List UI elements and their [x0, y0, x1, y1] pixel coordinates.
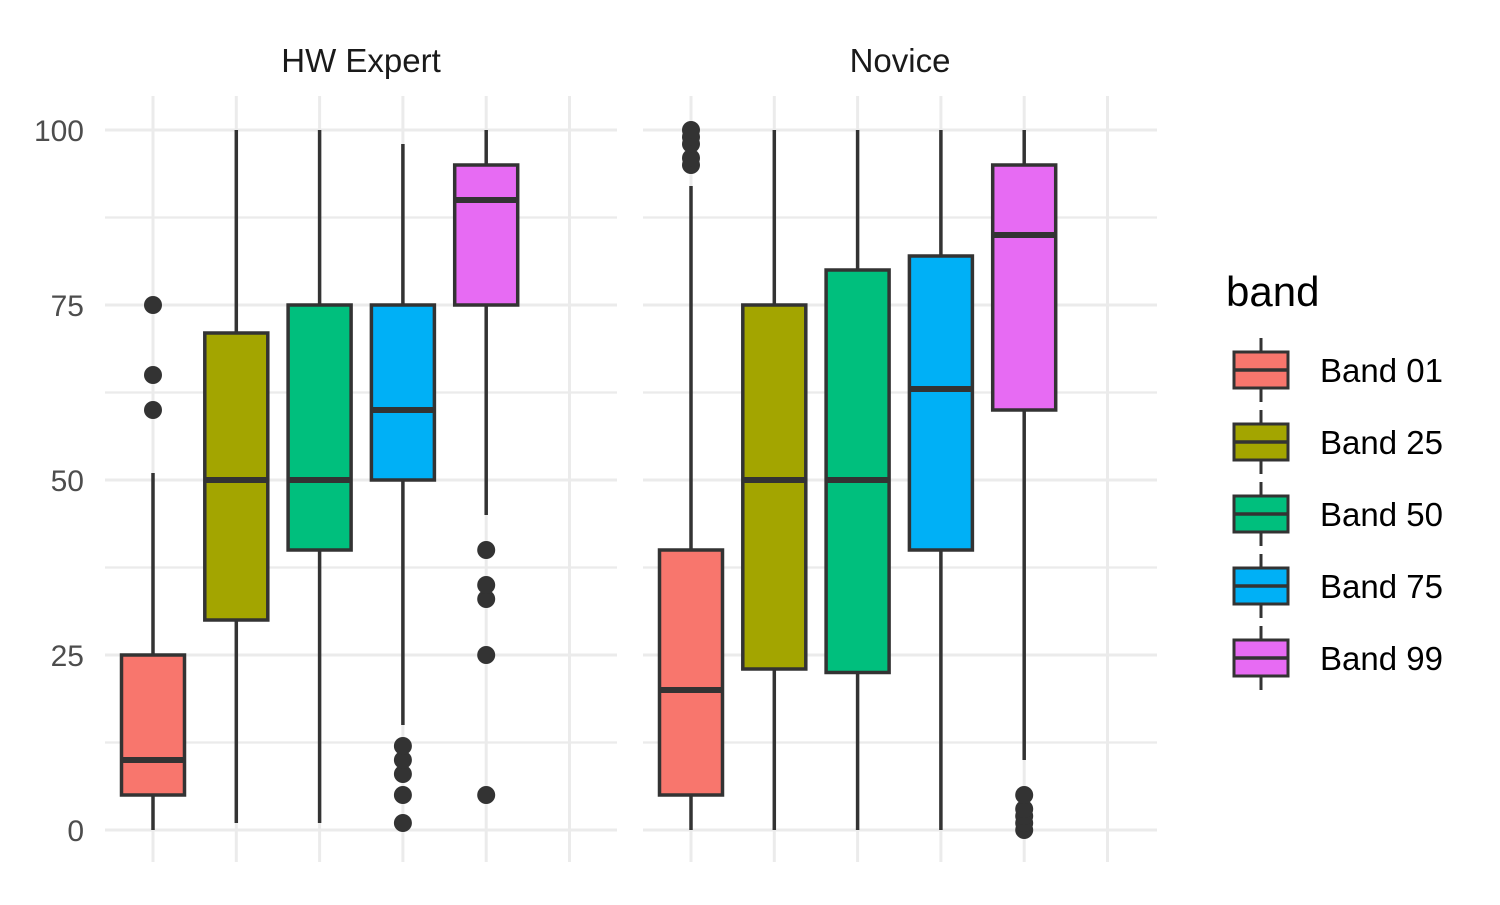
outlier-point: [393, 786, 412, 804]
legend-label: Band 99: [1320, 640, 1443, 677]
legend-item: Band 99: [1232, 626, 1443, 690]
outlier-point: [393, 737, 412, 755]
box-iqr: [741, 303, 808, 671]
outlier-point: [1015, 786, 1034, 804]
facet-strip-label: HW Expert: [281, 42, 441, 79]
y-tick-label: 75: [51, 290, 84, 323]
y-tick-label: 0: [67, 815, 84, 848]
outlier-point: [682, 121, 700, 139]
legend-label: Band 25: [1320, 424, 1443, 461]
box-band-01: [119, 296, 187, 830]
box-iqr: [286, 303, 353, 552]
outlier-point: [144, 296, 162, 314]
box-iqr: [657, 548, 725, 797]
box-band-25: [741, 130, 808, 830]
outlier-point: [393, 814, 412, 832]
box-iqr: [824, 268, 891, 675]
box-band-50: [286, 130, 353, 823]
legend-item: Band 75: [1232, 554, 1443, 618]
box-iqr: [119, 653, 187, 797]
outlier-point: [393, 751, 412, 769]
box-band-50: [824, 130, 891, 830]
legend-label: Band 75: [1320, 568, 1443, 605]
box-iqr: [907, 254, 975, 552]
box-band-25: [203, 130, 270, 823]
outlier-point: [477, 590, 496, 608]
outlier-point: [477, 576, 496, 594]
outlier-point: [477, 541, 496, 559]
facet-strip-label: Novice: [850, 42, 951, 79]
box-iqr: [990, 163, 1058, 412]
outlier-point: [393, 765, 412, 783]
legend-item: Band 25: [1232, 410, 1443, 474]
facet-panel-1: HW Expert: [105, 42, 617, 862]
outlier-point: [144, 401, 162, 419]
y-tick-label: 25: [51, 640, 84, 673]
y-tick-label: 50: [51, 465, 84, 498]
box-band-99: [990, 130, 1058, 839]
legend-item: Band 01: [1232, 338, 1443, 402]
outlier-point: [477, 786, 496, 804]
facet-panel-2: Novice: [643, 42, 1157, 862]
box-iqr: [203, 331, 270, 622]
box-iqr: [369, 303, 437, 482]
legend-label: Band 01: [1320, 352, 1443, 389]
outlier-point: [477, 646, 496, 664]
legend-item: Band 50: [1232, 482, 1443, 546]
box-band-75: [369, 144, 437, 832]
y-tick-label: 100: [34, 115, 84, 148]
box-band-75: [907, 130, 975, 830]
box-band-99: [452, 130, 520, 804]
legend-title: band: [1226, 268, 1319, 315]
legend-label: Band 50: [1320, 496, 1443, 533]
outlier-point: [1015, 800, 1034, 818]
box-iqr: [452, 163, 520, 307]
outlier-point: [682, 149, 700, 167]
outlier-point: [144, 366, 162, 384]
box-band-01: [657, 121, 725, 830]
